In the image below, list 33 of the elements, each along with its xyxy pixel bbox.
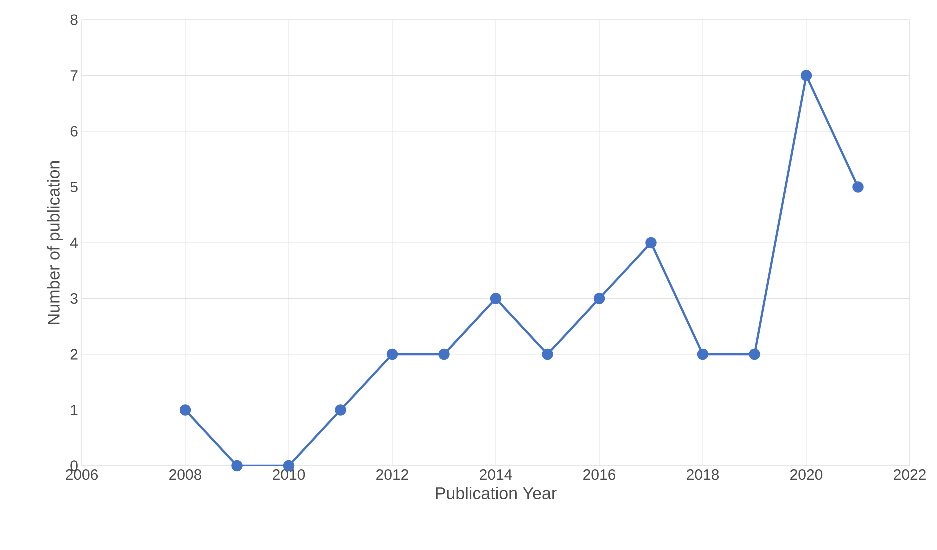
y-tick-label: 1 — [71, 405, 78, 416]
x-tick-label: 2022 — [894, 470, 926, 480]
point — [180, 404, 192, 416]
point — [800, 70, 812, 82]
point — [542, 348, 554, 360]
point — [335, 404, 346, 416]
point — [594, 293, 606, 304]
x-tick-label: 2020 — [790, 470, 823, 480]
y-tick-label: 8 — [70, 14, 78, 26]
y-tick-label: 4 — [70, 238, 78, 248]
point — [386, 348, 398, 360]
point — [697, 348, 709, 360]
y-tick-label: 6 — [70, 126, 78, 137]
x-tick-label: 2012 — [376, 470, 408, 480]
point — [490, 293, 502, 304]
point — [646, 237, 657, 249]
x-axis-title: Publication Year — [436, 487, 557, 500]
point — [852, 182, 864, 193]
x-tick-label: 2016 — [584, 470, 616, 480]
y-tick-label: 2 — [70, 349, 78, 360]
y-tick-label: 5 — [70, 182, 78, 192]
y-tick-label: 7 — [70, 70, 78, 81]
x-tick-label: 2006 — [66, 470, 98, 480]
x-tick-label: 2018 — [687, 470, 720, 480]
y-tick-label: 3 — [70, 293, 78, 304]
point — [438, 348, 450, 360]
y-tick-label: 0 — [70, 460, 78, 472]
x-tick-label: 2010 — [273, 470, 306, 480]
x-tick-label: 2008 — [170, 470, 202, 480]
y-axis-title: Number of publication — [47, 161, 64, 324]
x-tick-label: 2014 — [480, 470, 512, 480]
point — [749, 348, 760, 360]
point — [232, 460, 243, 472]
